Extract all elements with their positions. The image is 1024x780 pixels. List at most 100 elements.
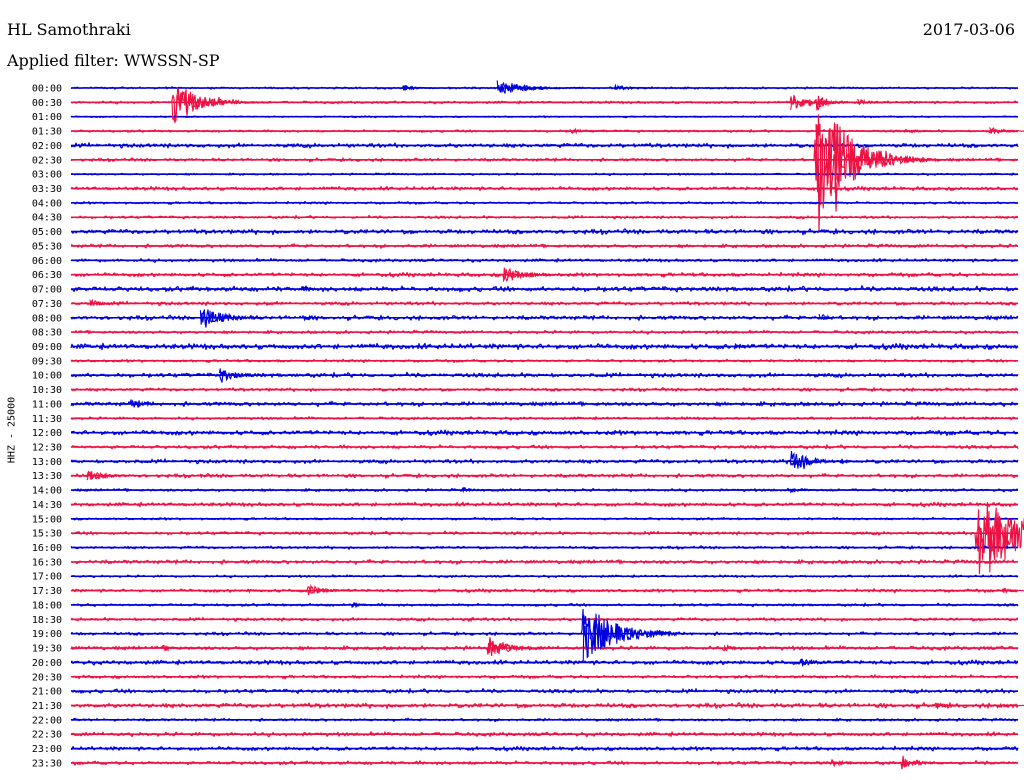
row-label-0800: 08:00 <box>32 313 62 324</box>
row-label-0430: 04:30 <box>32 213 62 224</box>
event-29 <box>247 588 283 594</box>
row-label-1530: 15:30 <box>32 529 62 540</box>
event-41 <box>831 759 887 768</box>
event-31 <box>351 602 387 609</box>
event-38 <box>799 658 863 667</box>
row-label-2230: 22:30 <box>32 730 62 741</box>
event-0 <box>401 85 451 91</box>
row-label-1330: 13:30 <box>32 471 62 482</box>
event-19 <box>218 368 296 382</box>
row-label-1400: 14:00 <box>32 486 62 497</box>
record-date: 2017-03-06 <box>922 20 1015 39</box>
row-label-1800: 18:00 <box>32 600 62 611</box>
row-label-0730: 07:30 <box>32 299 62 310</box>
row-label-1100: 11:00 <box>32 399 62 410</box>
row-label-0200: 02:00 <box>32 141 62 152</box>
event-24 <box>199 474 242 479</box>
trace-row-1530 <box>70 512 1019 563</box>
row-label-1200: 12:00 <box>32 428 62 439</box>
row-label-1500: 15:00 <box>32 514 62 525</box>
event-34 <box>581 613 714 663</box>
event-36 <box>161 645 225 652</box>
event-26 <box>790 488 826 494</box>
row-label-2200: 22:00 <box>32 715 62 726</box>
filter-label: Applied filter: WWSSN-SP <box>7 51 220 70</box>
row-label-2330: 23:30 <box>32 758 62 769</box>
event-7 <box>569 127 618 135</box>
event-4 <box>790 96 881 111</box>
event-35 <box>487 642 585 657</box>
row-label-0900: 09:00 <box>32 342 62 353</box>
event-16 <box>301 314 357 322</box>
row-label-0300: 03:00 <box>32 170 62 181</box>
row-label-0630: 06:30 <box>32 270 62 281</box>
row-label-1700: 17:00 <box>32 572 62 583</box>
row-label-0230: 02:30 <box>32 155 62 166</box>
row-label-2000: 20:00 <box>32 658 62 669</box>
event-3 <box>171 87 283 122</box>
event-11 <box>502 267 594 282</box>
event-37 <box>723 644 773 651</box>
event-2 <box>613 83 683 91</box>
row-label-0830: 08:30 <box>32 328 62 339</box>
event-39 <box>935 702 992 710</box>
event-9 <box>989 127 1024 134</box>
event-18 <box>733 342 776 350</box>
row-label-1230: 12:30 <box>32 443 62 454</box>
event-12 <box>300 286 350 292</box>
event-30 <box>1001 587 1024 594</box>
event-13 <box>89 298 153 306</box>
event-8 <box>904 129 953 134</box>
row-label-1930: 19:30 <box>32 644 62 655</box>
trace-row-1930 <box>70 636 1019 655</box>
row-label-0530: 05:30 <box>32 241 62 252</box>
trace-row-0230 <box>70 124 1019 233</box>
row-label-0930: 09:30 <box>32 356 62 367</box>
event-28 <box>307 583 384 596</box>
event-32 <box>468 617 504 623</box>
row-label-1730: 17:30 <box>32 586 62 597</box>
row-label-0500: 05:00 <box>32 227 62 238</box>
station-title: HL Samothraki <box>7 20 131 39</box>
event-6 <box>856 98 920 106</box>
row-label-1630: 16:30 <box>32 557 62 568</box>
event-25 <box>461 486 504 494</box>
event-33 <box>594 618 630 622</box>
row-label-1830: 18:30 <box>32 615 62 626</box>
row-label-2130: 21:30 <box>32 701 62 712</box>
event-5 <box>815 95 851 111</box>
row-label-0030: 00:30 <box>32 98 62 109</box>
row-label-1130: 11:30 <box>32 414 62 425</box>
event-10 <box>815 114 942 209</box>
row-label-0130: 01:30 <box>32 127 62 138</box>
event-27 <box>976 501 1024 575</box>
trace-row-1900 <box>70 608 1018 650</box>
row-label-2300: 23:00 <box>32 744 62 755</box>
row-label-1600: 16:00 <box>32 543 62 554</box>
trace-row-1000 <box>70 370 1019 383</box>
event-14 <box>263 301 306 306</box>
row-label-0000: 00:00 <box>32 84 62 95</box>
event-1 <box>496 80 608 93</box>
event-15 <box>199 309 290 328</box>
event-20 <box>130 399 194 409</box>
trace-row-1300 <box>70 457 1019 470</box>
row-label-2030: 20:30 <box>32 672 62 683</box>
row-label-0330: 03:30 <box>32 184 62 195</box>
event-17 <box>818 313 854 321</box>
event-40 <box>995 702 1024 709</box>
row-label-0100: 01:00 <box>32 112 62 123</box>
row-label-2100: 21:00 <box>32 687 62 698</box>
row-label-1900: 19:00 <box>32 629 62 640</box>
event-22 <box>840 460 883 465</box>
row-label-1300: 13:00 <box>32 457 62 468</box>
event-42 <box>900 759 971 770</box>
row-label-0700: 07:00 <box>32 285 62 296</box>
row-label-0600: 06:00 <box>32 256 62 267</box>
row-label-1030: 10:30 <box>32 385 62 396</box>
row-label-1000: 10:00 <box>32 371 62 382</box>
row-label-0400: 04:00 <box>32 198 62 209</box>
row-label-1430: 14:30 <box>32 500 62 511</box>
event-21 <box>790 451 874 469</box>
